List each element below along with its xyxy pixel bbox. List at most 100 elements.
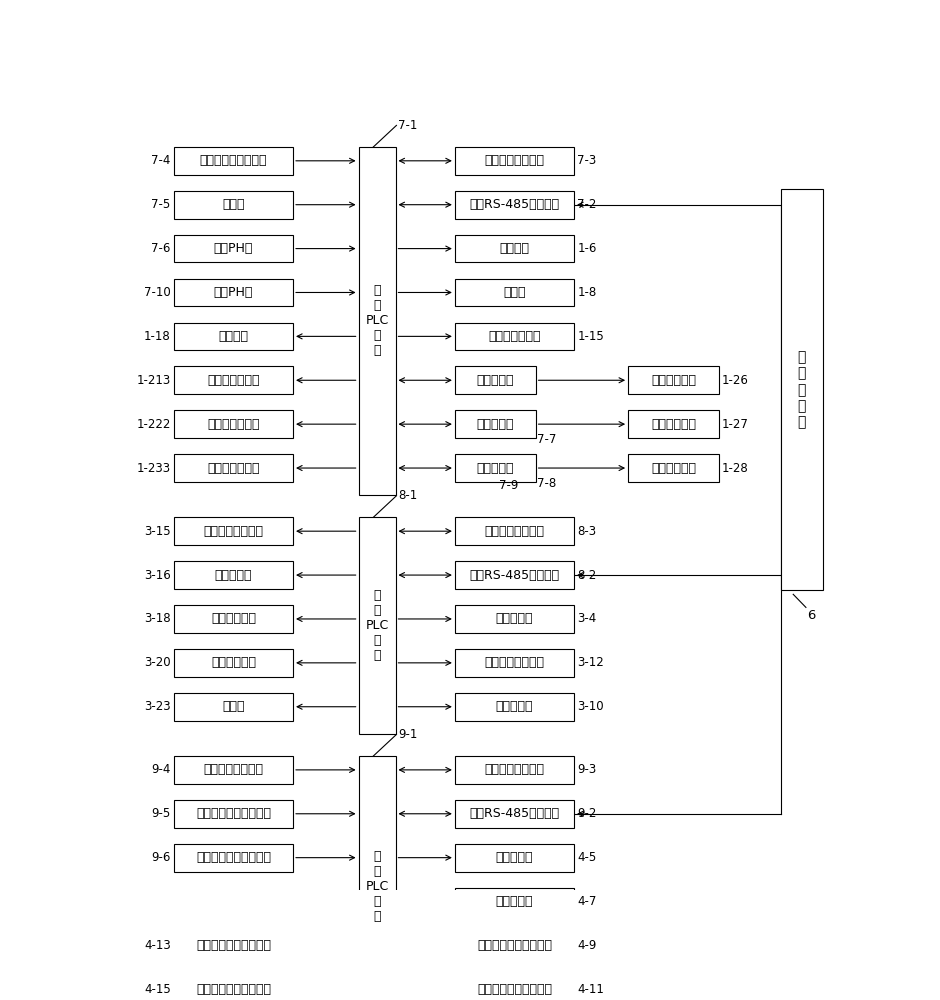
Text: 1-15: 1-15	[577, 330, 604, 343]
FancyBboxPatch shape	[455, 693, 574, 721]
Text: 1-18: 1-18	[144, 330, 171, 343]
FancyBboxPatch shape	[780, 189, 822, 590]
FancyBboxPatch shape	[174, 800, 293, 828]
Text: 9-1: 9-1	[398, 728, 417, 741]
Text: 1-213: 1-213	[136, 374, 171, 387]
FancyBboxPatch shape	[174, 649, 293, 677]
Text: 7-6: 7-6	[151, 242, 171, 255]
Text: 疏干水池水位传感器: 疏干水池水位传感器	[199, 154, 267, 167]
Text: 7-8: 7-8	[537, 477, 556, 490]
Text: 还原剂计量泵: 还原剂计量泵	[211, 612, 256, 625]
Text: 8-3: 8-3	[577, 525, 596, 538]
Text: 9-2: 9-2	[577, 807, 597, 820]
FancyBboxPatch shape	[455, 191, 574, 219]
Text: 第三变频器: 第三变频器	[477, 462, 514, 475]
Text: 7-9: 7-9	[499, 479, 519, 492]
FancyBboxPatch shape	[174, 454, 293, 482]
Text: 3-12: 3-12	[577, 656, 604, 669]
Text: 一期冷却塔水位传感器: 一期冷却塔水位传感器	[196, 807, 271, 820]
FancyBboxPatch shape	[455, 517, 574, 545]
Text: 1-233: 1-233	[136, 462, 171, 475]
Text: 1-222: 1-222	[136, 418, 171, 431]
Text: 4-7: 4-7	[577, 895, 597, 908]
FancyBboxPatch shape	[628, 410, 719, 438]
Text: 1-6: 1-6	[577, 242, 597, 255]
Text: 上
位
计
算
机: 上 位 计 算 机	[797, 350, 806, 429]
Text: 4-15: 4-15	[144, 983, 171, 996]
Text: 1-27: 1-27	[722, 418, 749, 431]
FancyBboxPatch shape	[455, 649, 574, 677]
Text: 提升泵: 提升泵	[503, 286, 525, 299]
FancyBboxPatch shape	[455, 844, 574, 872]
Text: 高压泵: 高压泵	[222, 700, 244, 713]
Text: 阻垢剂计量泵: 阻垢剂计量泵	[211, 656, 256, 669]
FancyBboxPatch shape	[455, 561, 574, 589]
Text: 第一PH计: 第一PH计	[213, 242, 253, 255]
Text: 7-10: 7-10	[144, 286, 171, 299]
FancyBboxPatch shape	[455, 975, 574, 1000]
FancyBboxPatch shape	[455, 454, 536, 482]
FancyBboxPatch shape	[174, 561, 293, 589]
Text: 7-5: 7-5	[151, 198, 171, 211]
FancyBboxPatch shape	[174, 932, 293, 959]
FancyBboxPatch shape	[358, 517, 396, 734]
Text: 7-1: 7-1	[398, 119, 417, 132]
FancyBboxPatch shape	[455, 147, 574, 175]
FancyBboxPatch shape	[174, 279, 293, 306]
FancyBboxPatch shape	[358, 147, 396, 495]
Text: 第二人接交互模块: 第二人接交互模块	[484, 525, 544, 538]
Text: 1-8: 1-8	[577, 286, 597, 299]
Text: 第三人接交互模块: 第三人接交互模块	[484, 763, 544, 776]
Text: 一期冷却塔补水电动阀: 一期冷却塔补水电动阀	[477, 939, 552, 952]
FancyBboxPatch shape	[455, 410, 536, 438]
Text: 第
三
PLC
模
块: 第 三 PLC 模 块	[366, 850, 388, 923]
FancyBboxPatch shape	[174, 366, 293, 394]
Text: 二期冷却塔水位传感器: 二期冷却塔水位传感器	[196, 851, 271, 864]
Text: 第一RS-485通信模块: 第一RS-485通信模块	[469, 198, 559, 211]
FancyBboxPatch shape	[174, 235, 293, 262]
FancyBboxPatch shape	[174, 844, 293, 872]
Text: 凝聚剂搅拌器: 凝聚剂搅拌器	[651, 374, 696, 387]
FancyBboxPatch shape	[174, 191, 293, 219]
Text: 9-3: 9-3	[577, 763, 597, 776]
Text: 助凝剂搅拌器: 助凝剂搅拌器	[651, 418, 696, 431]
FancyBboxPatch shape	[358, 756, 396, 1000]
Text: 4-9: 4-9	[577, 939, 597, 952]
Text: 7-4: 7-4	[151, 154, 171, 167]
FancyBboxPatch shape	[455, 756, 574, 784]
Text: 第一变频器: 第一变频器	[477, 374, 514, 387]
Text: 二期冷却塔补水电动阀: 二期冷却塔补水电动阀	[477, 983, 552, 996]
Text: 7-2: 7-2	[577, 198, 597, 211]
FancyBboxPatch shape	[455, 932, 574, 959]
Text: 1-28: 1-28	[722, 462, 749, 475]
Text: 3-15: 3-15	[144, 525, 171, 538]
FancyBboxPatch shape	[174, 756, 293, 784]
Text: 浓硫酸加药装置: 浓硫酸加药装置	[488, 330, 540, 343]
FancyBboxPatch shape	[455, 888, 574, 915]
Text: 第二PH计: 第二PH计	[213, 286, 253, 299]
Text: 助凝剂加药装置: 助凝剂加药装置	[207, 418, 259, 431]
FancyBboxPatch shape	[455, 800, 574, 828]
Text: 9-5: 9-5	[151, 807, 171, 820]
Text: 中间水泵: 中间水泵	[218, 330, 248, 343]
Text: 第三RS-485通信模块: 第三RS-485通信模块	[469, 807, 559, 820]
Text: 沉淀物搅拌器: 沉淀物搅拌器	[651, 462, 696, 475]
FancyBboxPatch shape	[174, 147, 293, 175]
FancyBboxPatch shape	[455, 605, 574, 633]
Text: 清水池水位传感器: 清水池水位传感器	[203, 763, 263, 776]
Text: 第二变频器: 第二变频器	[477, 418, 514, 431]
Text: 第
一
PLC
模
块: 第 一 PLC 模 块	[366, 284, 388, 357]
Text: 9-6: 9-6	[151, 851, 171, 864]
Text: 3-18: 3-18	[144, 612, 171, 625]
Text: 第
二
PLC
模
块: 第 二 PLC 模 块	[366, 589, 388, 662]
FancyBboxPatch shape	[174, 410, 293, 438]
Text: 8-2: 8-2	[577, 569, 597, 582]
Text: 盐酸计量泵: 盐酸计量泵	[214, 569, 252, 582]
FancyBboxPatch shape	[628, 454, 719, 482]
Text: 6: 6	[807, 609, 816, 622]
Text: 第一清水泵: 第一清水泵	[495, 700, 533, 713]
Text: 锅炉给水泵: 锅炉给水泵	[495, 612, 533, 625]
Text: 第二RS-485通信模块: 第二RS-485通信模块	[469, 569, 559, 582]
FancyBboxPatch shape	[455, 366, 536, 394]
Text: 石灰乳加药装置: 石灰乳加药装置	[207, 462, 259, 475]
